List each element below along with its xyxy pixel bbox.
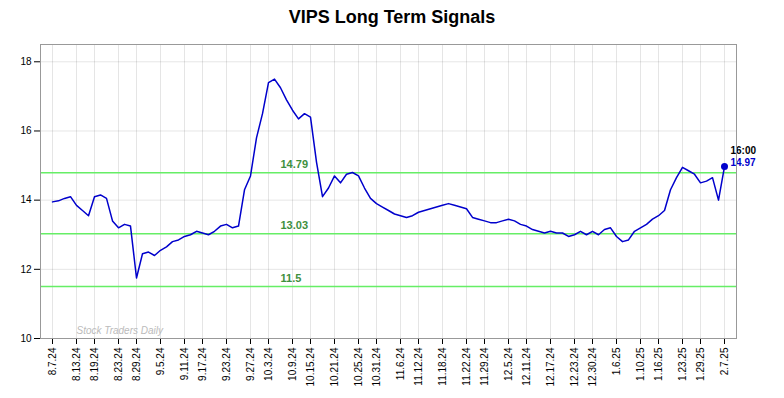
svg-text:9.17.24: 9.17.24 [197, 347, 208, 381]
svg-text:9.5.24: 9.5.24 [155, 347, 166, 375]
svg-text:11.18.24: 11.18.24 [437, 347, 448, 386]
svg-text:8.7.24: 8.7.24 [47, 347, 58, 375]
svg-text:10.15.24: 10.15.24 [305, 347, 316, 386]
svg-text:18: 18 [20, 56, 32, 67]
svg-text:12.30.24: 12.30.24 [587, 347, 598, 386]
svg-text:9.23.24: 9.23.24 [221, 347, 232, 381]
svg-text:11.12.24: 11.12.24 [413, 347, 424, 386]
svg-text:11.6.24: 11.6.24 [395, 347, 406, 380]
svg-text:1.29.25: 1.29.25 [695, 347, 706, 381]
svg-text:8.29.24: 8.29.24 [131, 347, 142, 381]
svg-text:12.5.24: 12.5.24 [503, 347, 514, 381]
svg-text:12.17.24: 12.17.24 [545, 347, 556, 386]
svg-text:9.11.24: 9.11.24 [179, 347, 190, 380]
svg-text:12.23.24: 12.23.24 [569, 347, 580, 386]
svg-text:10: 10 [20, 333, 32, 344]
svg-text:8.13.24: 8.13.24 [71, 347, 82, 381]
svg-text:14: 14 [20, 194, 32, 205]
svg-text:10.31.24: 10.31.24 [371, 347, 382, 386]
svg-text:9.27.24: 9.27.24 [245, 347, 256, 381]
svg-text:10.21.24: 10.21.24 [329, 347, 340, 386]
svg-text:11.22.24: 11.22.24 [461, 347, 472, 386]
html-text:VIPS Long Term Signals: VIPS Long Term Signals [288, 7, 496, 27]
svg-text:8.23.24: 8.23.24 [113, 347, 124, 381]
svg-text:Stock Traders Daily: Stock Traders Daily [77, 325, 165, 336]
svg-text:1.6.25: 1.6.25 [611, 347, 622, 375]
svg-text:12: 12 [20, 264, 32, 275]
svg-text:11.5: 11.5 [281, 272, 302, 284]
svg-text:1.23.25: 1.23.25 [677, 347, 688, 381]
svg-text:14.79: 14.79 [281, 158, 309, 170]
svg-text:10.3.24: 10.3.24 [263, 347, 274, 381]
svg-text:1.16.25: 1.16.25 [653, 347, 664, 381]
svg-text:12.11.24: 12.11.24 [521, 347, 532, 386]
svg-text:8.19.24: 8.19.24 [89, 347, 100, 381]
svg-text:10.9.24: 10.9.24 [287, 347, 298, 381]
svg-text:10.25.24: 10.25.24 [353, 347, 364, 386]
svg-text:11.29.24: 11.29.24 [479, 347, 490, 386]
svg-text:14.97: 14.97 [731, 157, 756, 168]
svg-text:13.03: 13.03 [281, 219, 309, 231]
svg-text:2.7.25: 2.7.25 [719, 347, 730, 375]
svg-text:1.10.25: 1.10.25 [635, 347, 646, 381]
svg-text:16:00: 16:00 [731, 145, 757, 156]
svg-text:16: 16 [20, 125, 32, 136]
